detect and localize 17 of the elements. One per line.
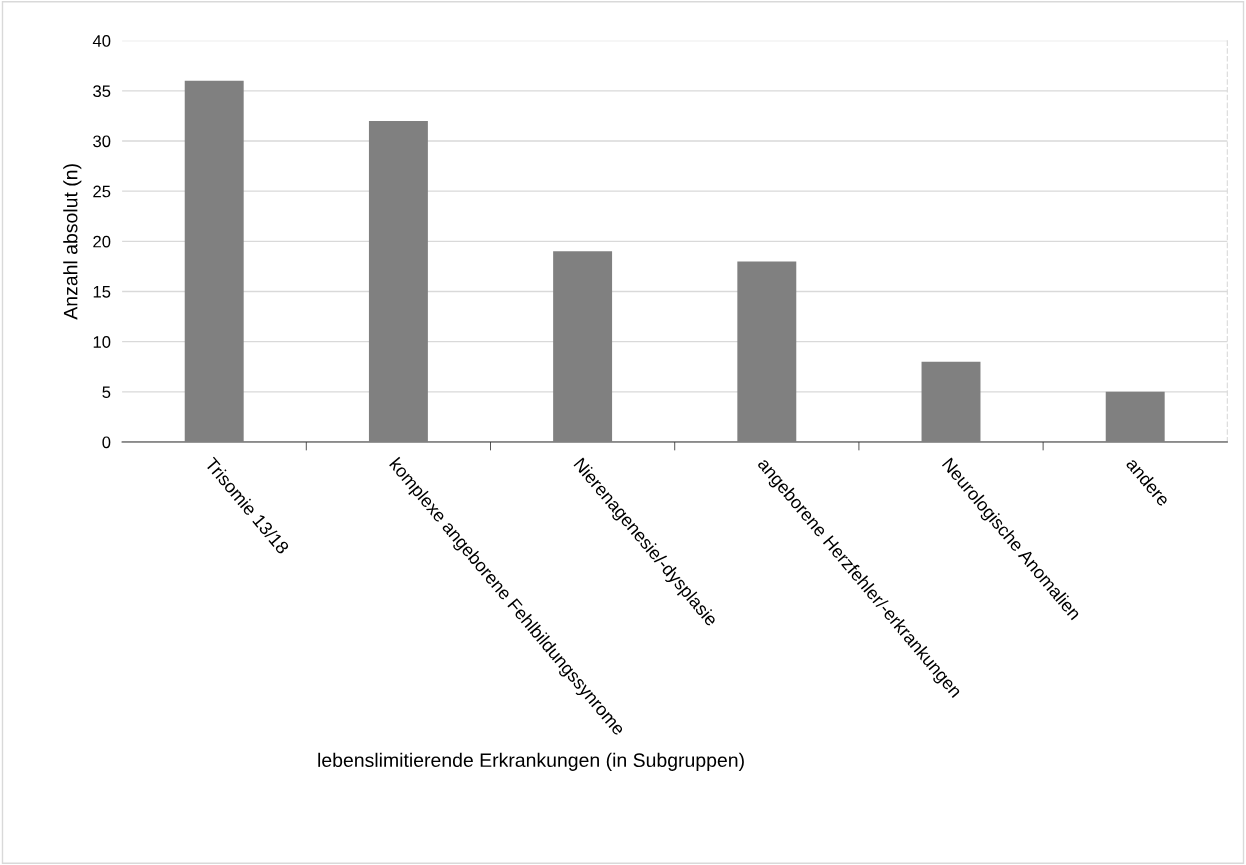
bar <box>553 251 613 443</box>
bar <box>1105 391 1165 443</box>
y-tick-label: 10 <box>93 336 111 348</box>
bar <box>184 80 244 443</box>
x-axis-title: lebenslimitierende Erkrankungen (in Subgruppen) <box>318 752 744 771</box>
y-tick-label: 5 <box>102 386 111 399</box>
y-tick-label: 20 <box>93 235 111 248</box>
bar <box>368 120 428 443</box>
y-tick-label: 35 <box>93 85 111 98</box>
y-tick-label: 30 <box>93 135 111 148</box>
y-tick-label: 15 <box>93 286 111 298</box>
bar <box>737 261 797 443</box>
bar <box>921 361 981 443</box>
y-axis-title: Anzahl absolut (n) <box>63 164 82 320</box>
y-tick-label: 0 <box>102 436 111 449</box>
y-tick-label: 40 <box>92 35 111 47</box>
y-tick-label: 25 <box>93 185 111 198</box>
